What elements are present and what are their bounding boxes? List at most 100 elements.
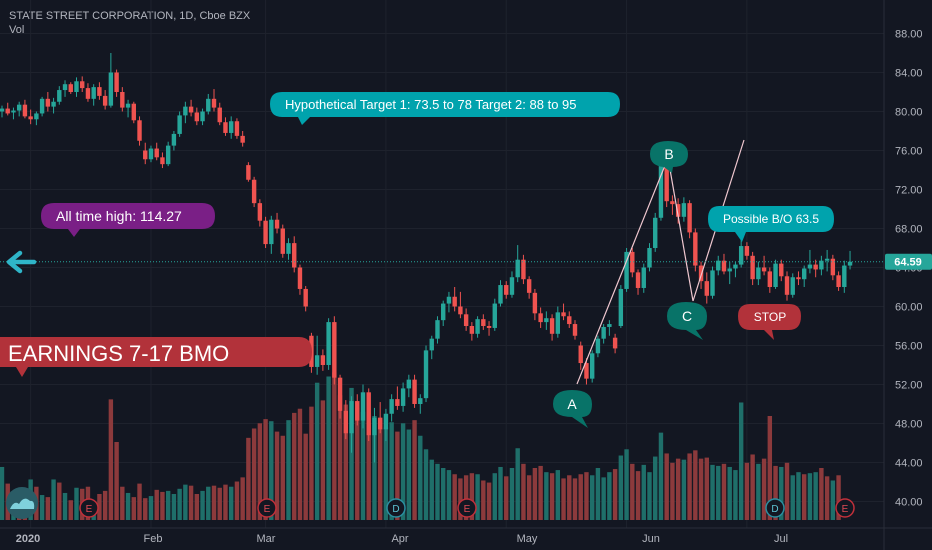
candle-body: [721, 260, 727, 272]
volume-bar: [160, 491, 165, 520]
candle-body: [389, 399, 394, 414]
volume-bar: [836, 475, 841, 520]
candle-body: [658, 166, 664, 218]
time-axis[interactable]: 2020 Feb Mar Apr May Jun Jul: [16, 533, 788, 545]
candle-body: [28, 116, 33, 120]
volume-bar: [343, 404, 348, 520]
candle-body: [710, 270, 715, 296]
volume-bar: [274, 431, 280, 520]
volume-bar: [601, 477, 606, 520]
volume-bar: [784, 462, 790, 520]
volume-bar: [767, 416, 773, 520]
volume-bar: [681, 459, 687, 520]
candle-body: [51, 101, 56, 107]
y-tick-label: 44.00: [895, 458, 923, 470]
candle-body: [91, 87, 96, 99]
candle-body: [372, 417, 377, 436]
target-callout[interactable]: Hypothetical Target 1: 73.5 to 78 Target…: [270, 92, 620, 125]
candle-body: [246, 165, 251, 180]
candle-body: [647, 248, 652, 268]
volume-bar: [51, 479, 56, 520]
stop-callout[interactable]: STOP: [738, 304, 801, 340]
candle-body: [108, 72, 114, 106]
candle-body: [441, 303, 446, 321]
volume-bar: [475, 474, 480, 520]
volume-bar: [39, 495, 45, 520]
volume-bar: [429, 459, 434, 520]
earnings-marker-circle: [835, 498, 855, 518]
candle-body: [819, 260, 824, 270]
ath-callout[interactable]: All time high: 114.27: [41, 203, 215, 237]
candle-body: [188, 106, 194, 113]
candle-body: [355, 401, 360, 421]
candle-body: [240, 135, 245, 143]
volume-bar: [492, 473, 497, 520]
volume-bar: [372, 416, 377, 520]
candle-body: [120, 92, 125, 108]
candle-body: [16, 104, 22, 111]
stop-callout-text: STOP: [754, 310, 786, 324]
volume-bar: [463, 475, 469, 520]
point-b-callout[interactable]: B: [650, 141, 688, 173]
candle-body: [716, 260, 721, 271]
x-tick-label: Feb: [144, 533, 163, 545]
breakout-callout[interactable]: Possible B/O 63.5: [708, 206, 834, 242]
candle-body: [406, 379, 412, 389]
candle-body: [194, 112, 200, 122]
candle-body: [446, 296, 452, 304]
candle-body: [22, 104, 28, 117]
candle-body: [360, 392, 366, 421]
tradingview-logo-icon[interactable]: [6, 487, 38, 519]
earnings-callout[interactable]: EARNINGS 7-17 BMO: [0, 337, 312, 377]
volume-bar: [326, 376, 331, 520]
volume-bar: [612, 469, 618, 520]
candle-body: [74, 81, 79, 92]
volume-bar: [309, 406, 314, 520]
candle-body: [97, 87, 102, 96]
volume-bar: [108, 399, 114, 520]
candle-body: [383, 413, 389, 430]
candle-body: [429, 338, 434, 351]
candle-body: [572, 324, 578, 336]
candle-body: [607, 324, 612, 327]
earnings-marker: E: [79, 498, 99, 518]
breakout-callout-text: Possible B/O 63.5: [723, 212, 819, 226]
arrow-left-icon[interactable]: [6, 250, 37, 274]
candle-body: [234, 121, 240, 136]
candle-body: [544, 318, 549, 323]
candle-body: [727, 268, 732, 272]
volume-bar: [441, 468, 446, 520]
volume-bar: [240, 477, 245, 520]
volume-bar: [589, 475, 595, 520]
volume-bar: [389, 422, 394, 520]
dividend-marker: D: [765, 498, 785, 518]
candle-body: [229, 121, 234, 133]
candle-body: [143, 150, 148, 160]
candle-body: [796, 277, 801, 280]
x-tick-label: May: [517, 533, 538, 545]
candle-body: [463, 314, 469, 326]
volume-bar: [807, 473, 813, 520]
volume-bar: [251, 428, 257, 520]
volume-bar: [200, 490, 205, 520]
y-tick-label: 72.00: [895, 185, 923, 197]
dividend-marker: D: [386, 498, 406, 518]
candle-body: [131, 103, 136, 121]
volume-bar: [418, 435, 423, 520]
point-a-callout[interactable]: A: [553, 390, 592, 428]
volume-bar: [62, 492, 68, 520]
volume-bar: [549, 473, 555, 520]
volume-bar: [229, 486, 234, 520]
candle-body: [824, 258, 830, 261]
candle-body: [469, 326, 475, 334]
point-c-callout[interactable]: C: [667, 302, 707, 340]
volume-bar: [727, 466, 732, 520]
candle-body: [337, 377, 343, 411]
volume-bar: [223, 484, 228, 520]
volume-bar: [761, 458, 767, 520]
y-tick-label: 56.00: [895, 341, 923, 353]
candle-body: [767, 271, 773, 287]
volume-bar: [584, 472, 589, 520]
